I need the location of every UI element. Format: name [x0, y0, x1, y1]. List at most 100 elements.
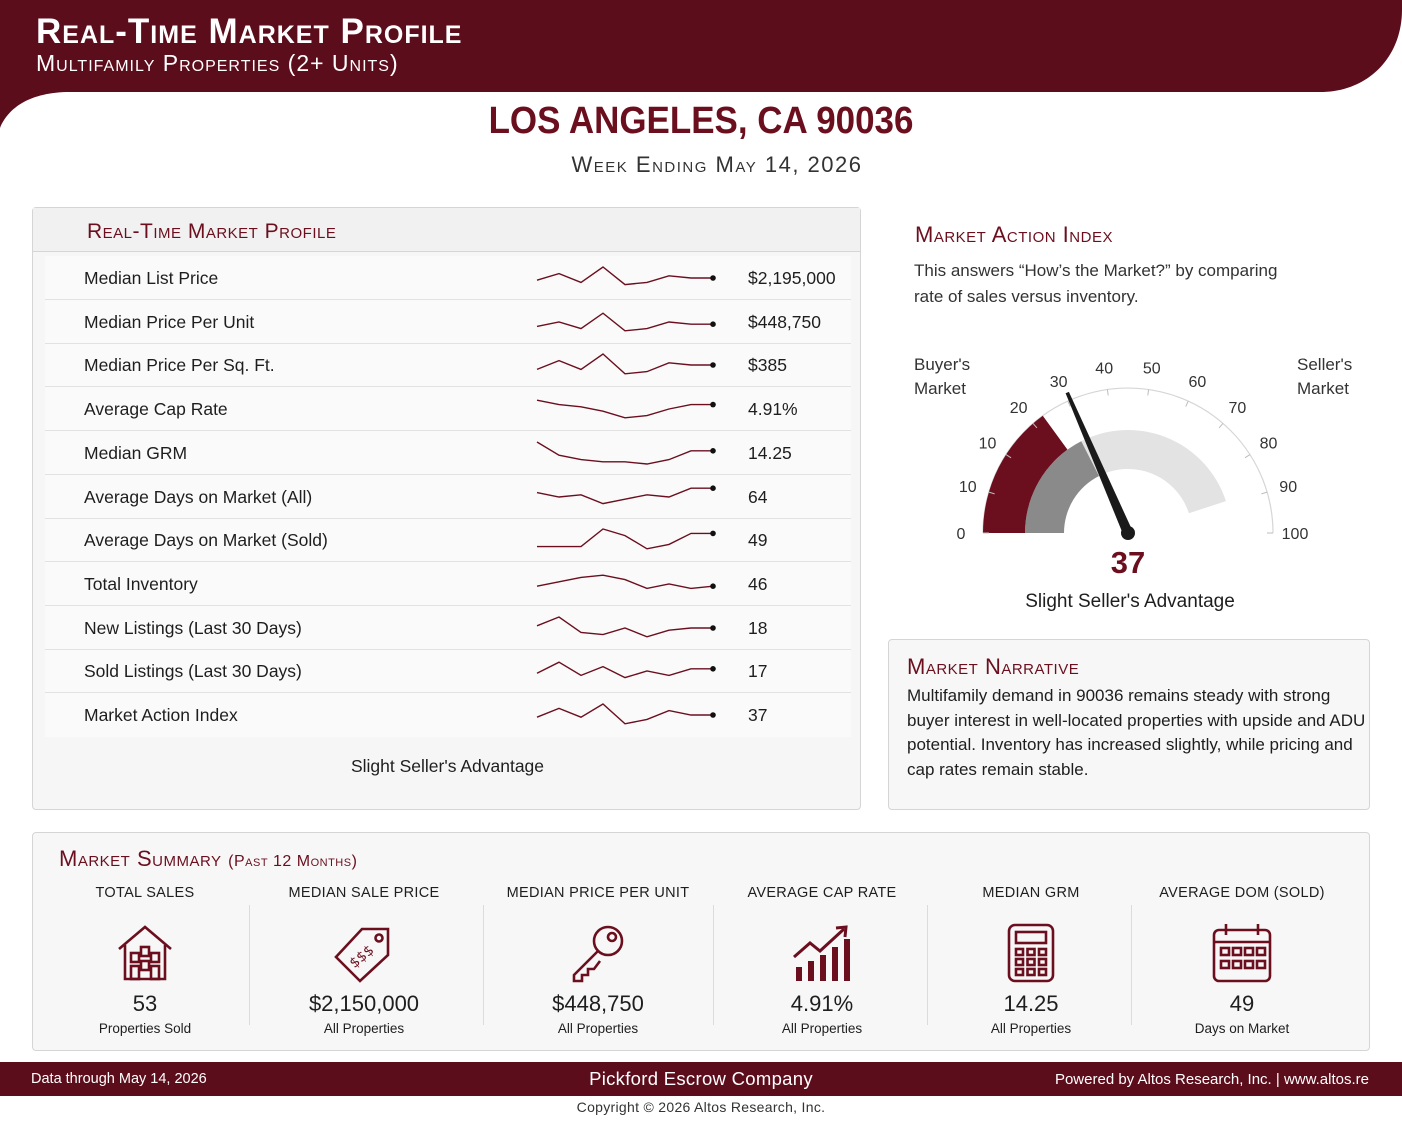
profile-row: Average Days on Market (All) 64 [45, 475, 851, 519]
market-action-title: Market Action Index [915, 222, 1113, 247]
metric-header: TOTAL SALES [95, 885, 195, 901]
profile-row: Median Price Per Sq. Ft. $385 [45, 343, 851, 388]
metric-divider [249, 905, 250, 1025]
sparkline [536, 353, 716, 375]
profile-row-label: Average Cap Rate [84, 399, 228, 420]
svg-text:$$$: $$$ [347, 942, 378, 971]
sparkline-end-point [710, 362, 716, 369]
profile-row: Median Price Per Unit $448,750 [45, 300, 851, 344]
banner-title: Real-Time Market Profile [36, 12, 463, 51]
footer-company: Pickford Escrow Company [589, 1068, 813, 1089]
gauge-tick [1147, 389, 1150, 396]
calendar-icon [1212, 924, 1272, 983]
profile-row: Median GRM 14.25 [45, 431, 851, 475]
gauge-tick-label: 10 [979, 436, 997, 453]
market-narrative-title: Market Narrative [907, 654, 1080, 679]
profile-row-value: 17 [748, 661, 768, 682]
banner-subtitle: Multifamily Properties (2+ Units) [36, 50, 399, 76]
gauge-needle-hub [1121, 526, 1135, 540]
gauge-tick [1106, 389, 1109, 396]
gauge-tick-label: 90 [1279, 479, 1297, 496]
metric-median-price-per-unit: MEDIAN PRICE PER UNIT $448,750 All Prope… [487, 883, 709, 1043]
gauge-tick-label: 70 [1229, 400, 1247, 417]
profile-row-label: Total Inventory [84, 573, 198, 594]
sparkline-end-point [710, 447, 716, 454]
profile-row-value: $448,750 [748, 311, 821, 332]
gauge-tick [1032, 423, 1038, 429]
gauge-status: Slight Seller's Advantage [1025, 591, 1235, 612]
profile-row-label: Market Action Index [84, 705, 238, 725]
sparkline-line [536, 266, 713, 286]
sparkline-end-point [710, 275, 716, 281]
metric-value: 14.25 [1003, 991, 1059, 1016]
sparkline-end-point [710, 712, 716, 718]
growth-chart-icon [793, 925, 850, 981]
sellers-market-label: Seller's Market [1297, 355, 1353, 398]
sparkline-line [536, 574, 714, 590]
calculator-icon [1007, 923, 1055, 983]
sparkline [536, 484, 716, 504]
profile-row-label: Median Price Per Sq. Ft. [84, 355, 275, 376]
market-narrative-text: Multifamily demand in 90036 remains stea… [907, 686, 1366, 779]
house-icon [118, 925, 172, 981]
sparkline [536, 441, 716, 465]
copyright: Copyright © 2026 Altos Research, Inc. [576, 1099, 826, 1115]
profile-row: Average Days on Market (Sold) 49 [45, 518, 851, 563]
profile-row-value: 37 [748, 705, 768, 725]
profile-row: New Listings (Last 30 Days) 18 [45, 606, 851, 650]
sparkline [537, 528, 716, 550]
metric-caption: All Properties [781, 1021, 863, 1036]
header-banner [0, 0, 1402, 128]
sparkline [536, 703, 716, 725]
sparkline-end-point [710, 624, 716, 631]
metric-header: MEDIAN GRM [982, 885, 1080, 901]
sparkline-line [536, 399, 713, 419]
metric-divider [927, 905, 928, 1025]
gauge-tick-label: 30 [1050, 374, 1068, 391]
gauge-tick-label: 20 [1010, 400, 1028, 417]
metric-divider [483, 905, 484, 1025]
metric-total-sales: TOTAL SALES 53 Properties Sold [45, 883, 245, 1043]
profile-row-value: $385 [748, 355, 787, 376]
gauge-tick [1067, 400, 1071, 407]
gauge-needle [1065, 391, 1133, 535]
sparkline-line [536, 703, 713, 725]
metric-divider [1131, 905, 1132, 1025]
market-profile-table: Median List Price $2,195,000 Median Price … [45, 256, 851, 737]
gauge-light-band [1067, 430, 1226, 514]
metric-header: MEDIAN SALE PRICE [288, 885, 440, 901]
profile-row-label: New Listings (Last 30 Days) [84, 617, 302, 638]
sparkline-end-point [710, 583, 716, 589]
week-ending: Week Ending May 14, 2026 [571, 152, 863, 177]
metric-average-dom-sold: AVERAGE DOM (SOLD) 49 Days on Market [1135, 883, 1349, 1043]
market-narrative-panel: Market Narrative Multifamily demand in 9… [888, 639, 1370, 810]
metric-header: MEDIAN PRICE PER UNIT [506, 885, 690, 901]
metric-caption: Days on Market [1194, 1021, 1290, 1036]
sparkline-line [536, 312, 713, 332]
metric-caption: All Properties [990, 1021, 1072, 1036]
sparkline-line [536, 486, 713, 504]
metric-caption: Properties Sold [98, 1021, 192, 1036]
sparkline-line [536, 661, 713, 679]
metric-median-sale-price: MEDIAN SALE PRICE $$$ $2,150,000 All Pro… [253, 883, 475, 1043]
profile-row-value: $2,195,000 [748, 268, 836, 288]
metric-value: 53 [132, 991, 158, 1016]
market-profile-header [33, 208, 860, 252]
sparkline [536, 312, 716, 332]
market-summary-title-main: Market Summary [59, 846, 222, 871]
profile-row-label: Median Price Per Unit [84, 311, 255, 332]
gauge-tick [1244, 454, 1251, 459]
gauge-tick [1185, 400, 1189, 407]
sparkline-line [537, 528, 713, 550]
gauge-tick [1218, 423, 1224, 429]
profile-row-label: Median List Price [84, 268, 219, 288]
gauge-tick [1261, 491, 1268, 495]
metric-median-grm: MEDIAN GRM 14.25 All Properties [931, 883, 1131, 1043]
market-summary-panel: Market Summary (Past 12 Months) TOTAL SA… [32, 832, 1370, 1051]
footer-powered-by[interactable]: Powered by Altos Research, Inc. | www.al… [1054, 1071, 1369, 1088]
profile-row: Market Action Index 37 [45, 693, 851, 737]
location-title: LOS ANGELES, CA 90036 [488, 100, 914, 142]
key-icon [572, 925, 624, 983]
profile-row-label: Average Days on Market (All) [84, 486, 313, 507]
gauge-buyers-band [983, 415, 1068, 533]
